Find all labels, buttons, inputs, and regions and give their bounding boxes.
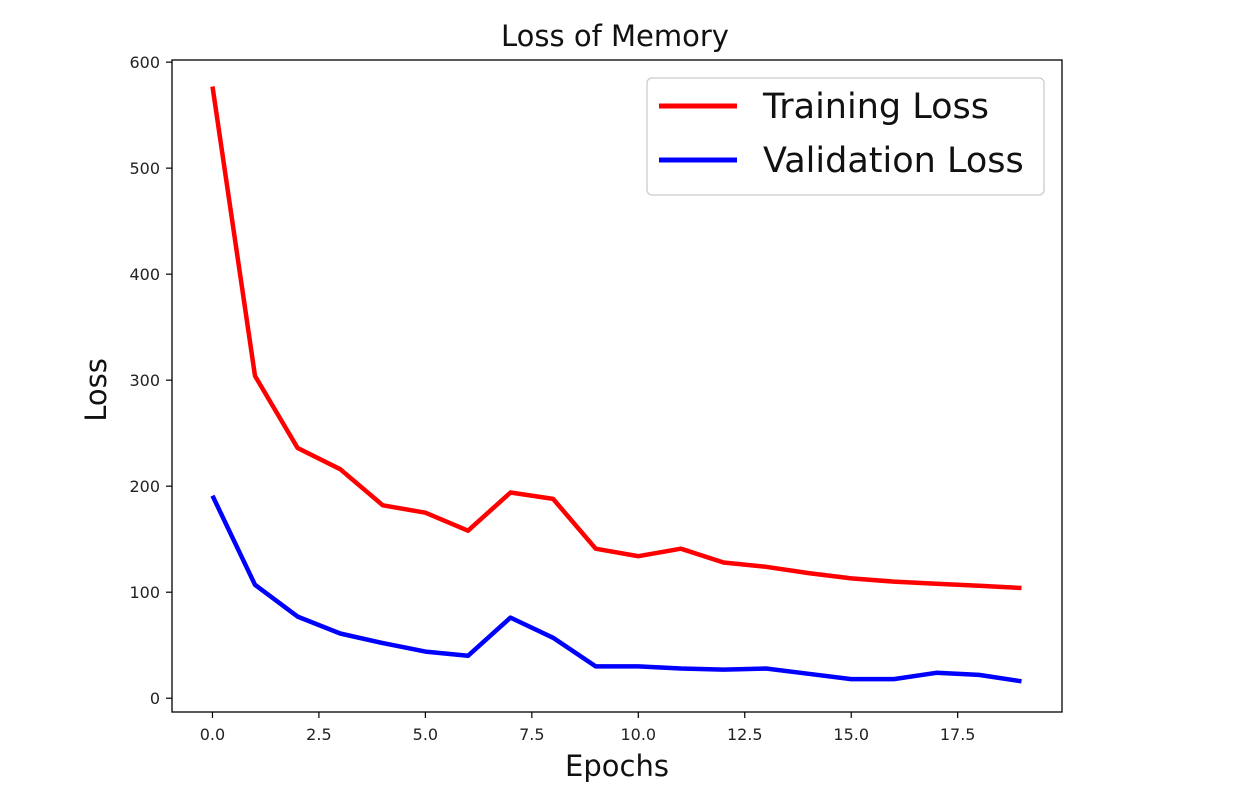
plot-area-frame xyxy=(171,59,1063,713)
legend-frame xyxy=(646,77,1045,196)
y-tick-label: 300 xyxy=(129,371,160,390)
x-tick-label: 5.0 xyxy=(413,725,438,744)
y-axis-title: Loss xyxy=(79,358,113,422)
y-tick-label: 100 xyxy=(129,583,160,602)
series-lines xyxy=(210,86,1022,684)
y-tick-label: 500 xyxy=(129,159,160,178)
x-tick-label: 17.5 xyxy=(940,725,976,744)
x-tick-label: 12.5 xyxy=(727,725,763,744)
legend-label-validation-loss: Validation Loss xyxy=(763,141,1024,181)
y-tick-label: 0 xyxy=(150,689,160,708)
y-tick-label: 600 xyxy=(129,53,160,72)
y-tick-label: 200 xyxy=(129,477,160,496)
x-tick-label: 2.5 xyxy=(306,725,331,744)
x-tick-label: 7.5 xyxy=(519,725,544,744)
x-tick-label: 10.0 xyxy=(620,725,656,744)
y-tick-label: 400 xyxy=(129,265,160,284)
legend: Training Loss Validation Loss xyxy=(646,77,1045,196)
x-tick-label: 15.0 xyxy=(833,725,869,744)
x-axis-title: Epochs xyxy=(565,749,669,783)
series-line-training-loss xyxy=(210,86,1022,591)
series-line-validation-loss xyxy=(210,494,1022,684)
legend-label-training-loss: Training Loss xyxy=(762,87,989,127)
axis-ticks: 0.0 2.5 5.0 7.5 10.0 12.5 15.0 17.5 0 100 200 300 40… xyxy=(129,53,975,744)
chart-title: Loss of Memory xyxy=(501,19,729,53)
x-tick-label: 0.0 xyxy=(200,725,225,744)
